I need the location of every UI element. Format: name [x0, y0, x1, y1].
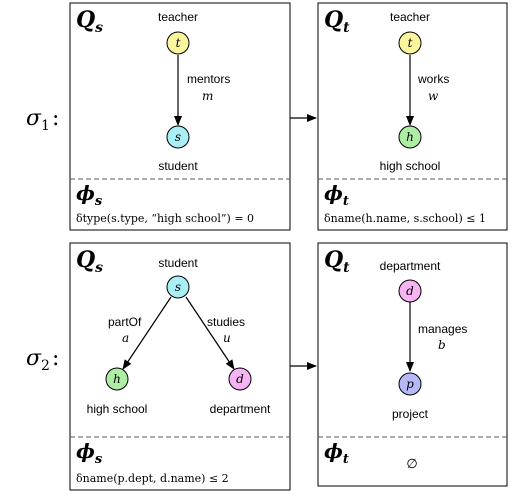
rule-1: σ1: Qs mentors m teacher t s student ϕs … — [26, 2, 508, 231]
node-label-department: department — [210, 402, 271, 416]
node-var-d: d — [236, 372, 244, 386]
edge-var-m: m — [202, 89, 213, 103]
edge-var-w: w — [428, 89, 439, 103]
edge-label-manages: manages — [418, 322, 467, 336]
node-var-h: h — [406, 130, 414, 144]
edge-var-u: u — [223, 331, 231, 345]
source-constraint: δname(p.dept, d.name) ≤ 2 — [76, 472, 229, 485]
node-department — [398, 279, 422, 303]
node-label-department: department — [380, 259, 441, 273]
edge-label-works: works — [417, 72, 449, 86]
source-pattern-title: Qs — [76, 7, 103, 36]
node-student — [166, 125, 190, 149]
edge-var-b: b — [438, 338, 446, 352]
node-var-s: s — [175, 130, 181, 144]
edge-studies — [185, 296, 235, 370]
node-var-p: p — [406, 377, 414, 391]
node-label-high-school: high school — [380, 159, 441, 173]
node-label-project: project — [392, 407, 429, 421]
node-label-student: student — [158, 256, 198, 270]
source-constraint: δtype(s.type, “high school”) = 0 — [76, 212, 254, 225]
node-high-school — [398, 125, 422, 149]
edge-var-a: a — [122, 331, 129, 345]
node-department — [228, 367, 252, 391]
node-teacher — [398, 31, 422, 55]
node-var-h: h — [113, 372, 121, 386]
node-project — [398, 372, 422, 396]
node-var-s: s — [175, 280, 181, 294]
node-label-teacher: teacher — [158, 10, 198, 24]
rule-2: σ2: Qs partOf a studies u student s h hi… — [26, 242, 508, 491]
node-teacher — [166, 31, 190, 55]
source-pattern-title: Qs — [76, 247, 103, 276]
rule-1-label: σ1: — [26, 106, 59, 134]
rule-2-label: σ2: — [26, 346, 59, 374]
target-constraint-title: ϕt — [324, 181, 349, 209]
node-var-t: t — [408, 36, 413, 50]
rule-2-source-box: Qs partOf a studies u student s h high s… — [69, 242, 291, 491]
rule-1-target-box: Qt works w teacher t h high school ϕt δn… — [317, 2, 508, 231]
rule-1-source-box: Qs mentors m teacher t s student ϕs δtyp… — [69, 2, 291, 231]
source-constraint-title: ϕs — [76, 439, 103, 467]
target-constraint: δname(h.name, s.school) ≤ 1 — [324, 212, 486, 225]
target-constraint-title: ϕt — [324, 439, 349, 467]
edge-partOf — [122, 296, 172, 370]
rule-2-target-box: Qt manages b department d p project ϕt ∅ — [317, 242, 508, 487]
node-label-teacher: teacher — [390, 10, 430, 24]
node-label-student: student — [158, 159, 198, 173]
target-pattern-title: Qt — [324, 7, 350, 36]
node-var-t: t — [176, 36, 181, 50]
edge-label-mentors: mentors — [187, 72, 230, 86]
source-constraint-title: ϕs — [76, 181, 103, 209]
node-var-d: d — [406, 284, 414, 298]
edge-label-partOf: partOf — [108, 315, 142, 329]
edge-label-studies: studies — [207, 315, 245, 329]
target-pattern-title: Qt — [324, 247, 350, 276]
node-label-high-school: high school — [87, 402, 148, 416]
target-constraint-empty: ∅ — [406, 457, 417, 472]
node-high-school — [105, 367, 129, 391]
node-student — [166, 275, 190, 299]
